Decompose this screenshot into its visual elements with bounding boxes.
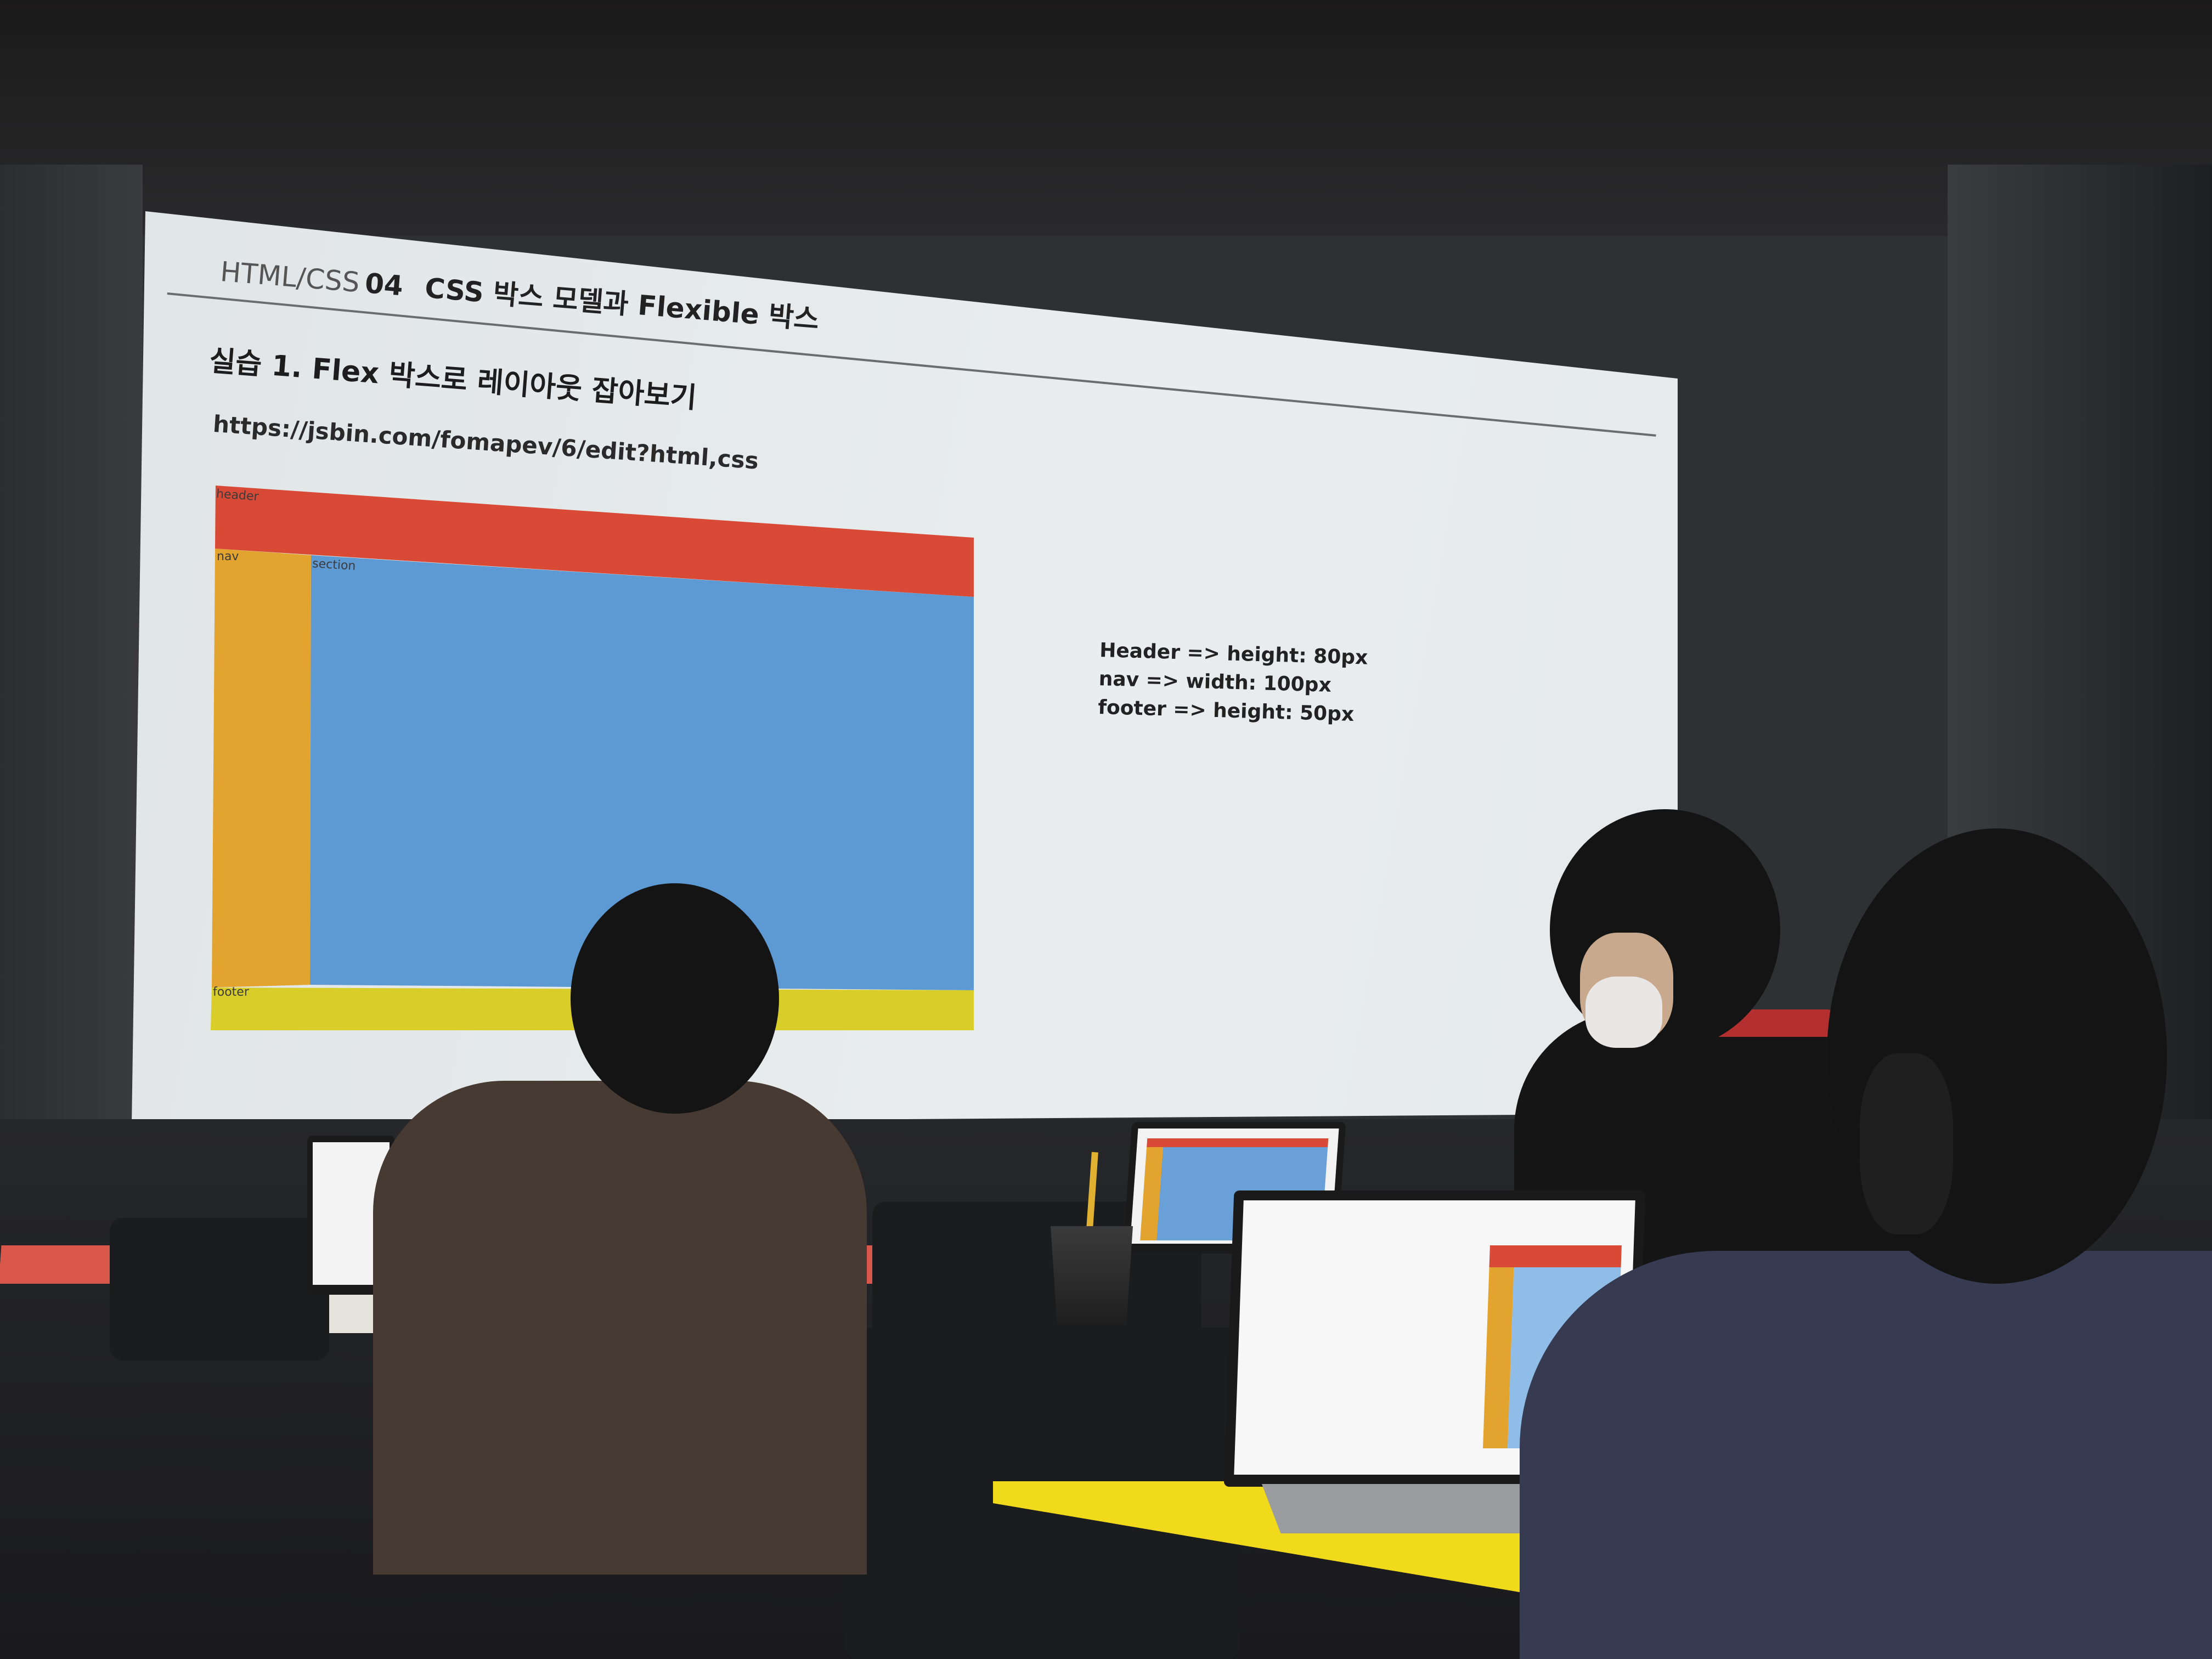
drink-cup [1051, 1226, 1133, 1325]
demo-nav-label: nav [217, 550, 239, 563]
slide-notes: Header => height: 80px nav => width: 100… [1098, 636, 1368, 730]
student-head [571, 883, 779, 1114]
chair [110, 1218, 329, 1361]
demo-footer-label: footer [213, 985, 249, 999]
student-back [1520, 1251, 2212, 1659]
ceiling [0, 0, 2212, 236]
face-mask [1860, 1053, 1953, 1234]
face-mask [1585, 977, 1662, 1048]
student-back [373, 1081, 867, 1575]
demo-section-label: section [312, 557, 357, 573]
left-wall [0, 165, 143, 1262]
demo-header-label: header [216, 487, 259, 504]
